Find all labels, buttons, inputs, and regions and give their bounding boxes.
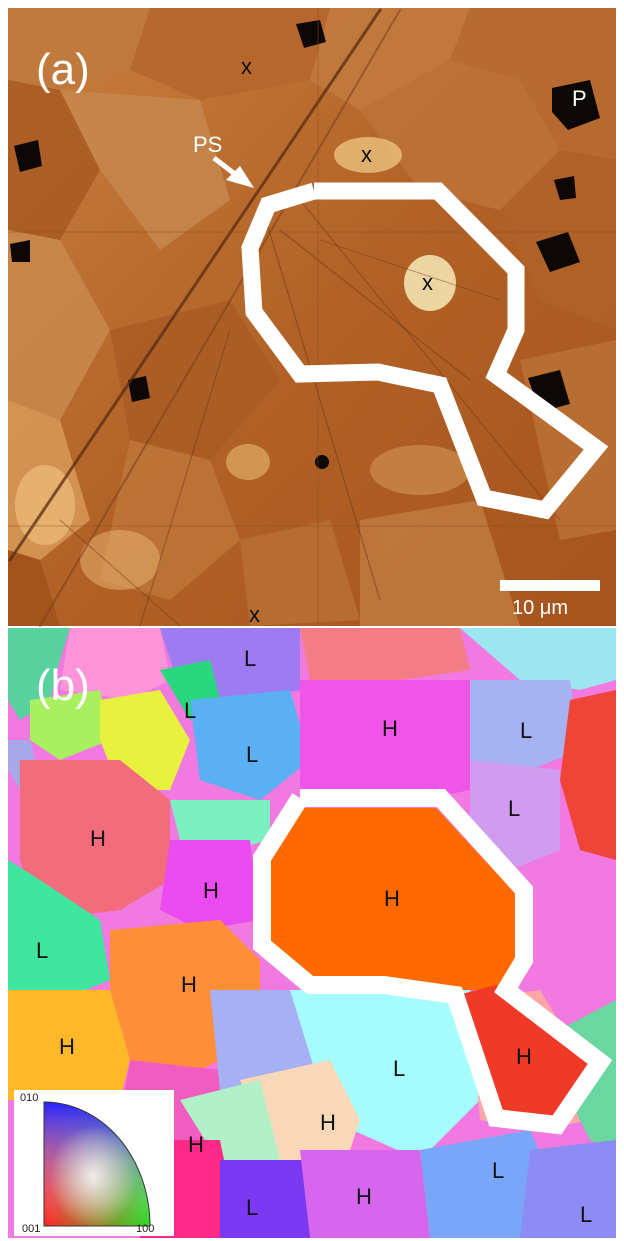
grain-label-h: H	[203, 878, 219, 903]
ipf-color-key: 010 001 100	[14, 1090, 174, 1236]
panel-a: (a) x x x x PS P 10 μm	[8, 8, 616, 627]
grain-label-h: H	[181, 972, 197, 997]
scale-bar	[500, 580, 600, 591]
panel-b: L L L H L L H H H L H H H L H H L H L L …	[8, 628, 616, 1238]
marker-p: P	[572, 86, 587, 111]
panel-b-label: (b)	[36, 661, 90, 710]
grain-label-h: H	[516, 1044, 532, 1069]
marker-x-top: x	[241, 54, 252, 79]
grain-label-h: H	[188, 1132, 204, 1157]
grain-label-h: H	[59, 1034, 75, 1059]
afm-grain-outline	[241, 182, 609, 520]
marker-ps: PS	[193, 132, 222, 157]
grain-label-l: L	[244, 646, 256, 671]
ps-arrow	[212, 156, 254, 188]
ebsd-grain-outline	[253, 789, 613, 1135]
grain-label-l: L	[184, 698, 196, 723]
grain-label-l: L	[246, 742, 258, 767]
grain-label-l: L	[492, 1158, 504, 1183]
grain-label-h: H	[384, 886, 400, 911]
grain-label-l: L	[508, 796, 520, 821]
scale-bar-label: 10 μm	[512, 597, 568, 619]
grain-label-l: L	[36, 938, 48, 963]
marker-x-bottom: x	[249, 602, 260, 627]
ebsd-grain-labels: L L L H L L H H H L H H H L H H L H L L	[36, 646, 592, 1227]
grain-label-h: H	[320, 1110, 336, 1135]
ipf-key-triangle	[44, 1102, 150, 1226]
ipf-key-010: 010	[20, 1092, 38, 1104]
grain-label-h: H	[356, 1184, 372, 1209]
ebsd-highlight-grain-h	[266, 808, 516, 990]
marker-x-mid: x	[361, 142, 372, 167]
grain-label-l: L	[580, 1202, 592, 1227]
afm-tile-seams	[8, 8, 616, 626]
ipf-key-001: 001	[22, 1223, 40, 1235]
afm-scratches	[8, 8, 561, 627]
grain-label-h: H	[90, 826, 106, 851]
grain-label-h: H	[382, 716, 398, 741]
marker-x-center: x	[422, 270, 433, 295]
ipf-key-100: 100	[136, 1223, 154, 1235]
ebsd-grains	[8, 628, 616, 1238]
panel-a-label: (a)	[36, 45, 90, 94]
grain-label-l: L	[520, 718, 532, 743]
afm-pores	[10, 20, 600, 469]
grain-label-l: L	[246, 1195, 258, 1220]
grain-label-l: L	[393, 1056, 405, 1081]
